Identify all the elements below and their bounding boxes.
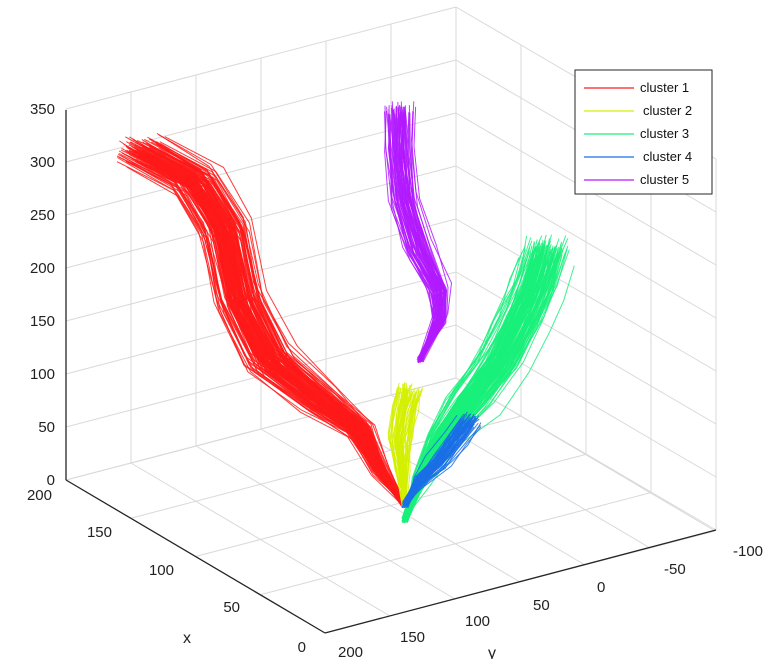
- z-tick-label: 50: [38, 419, 55, 436]
- legend-entry: cluster 1: [584, 80, 689, 95]
- legend-label: cluster 3: [640, 126, 689, 141]
- legend: cluster 1 cluster 2 cluster 3 cluster 4 …: [574, 69, 713, 195]
- trajectory-line: [138, 154, 407, 504]
- x-tick-label: 100: [149, 562, 174, 579]
- trajectory-line: [126, 166, 408, 506]
- y-tick-label: -50: [664, 561, 686, 578]
- x-tick-label: 50: [223, 599, 240, 616]
- x-tick-labels: 0 50 100 150 200: [27, 487, 306, 656]
- trajectory-line: [396, 383, 409, 506]
- trajectory-line: [403, 388, 419, 505]
- trajectory-line: [404, 413, 466, 507]
- y-axis-label: y: [488, 645, 496, 659]
- trajectory-line: [164, 136, 408, 508]
- y-tick-label: 50: [533, 597, 550, 614]
- trajectory-line: [119, 156, 404, 503]
- legend-label: cluster 1: [640, 80, 689, 95]
- y-tick-labels: -100 -50 0 50 100 150 200: [338, 543, 763, 659]
- trajectory-line: [405, 416, 465, 504]
- grid-line: [195, 445, 456, 600]
- z-tick-label: 350: [30, 101, 55, 118]
- trajectory-line: [384, 111, 435, 363]
- trajectory-line: [117, 157, 403, 506]
- grid-line: [260, 428, 521, 583]
- trajectory-line: [393, 109, 441, 360]
- trajectory-line: [127, 161, 407, 506]
- legend-box: [574, 69, 713, 195]
- axis-box: [65, 110, 717, 634]
- trajectory-line: [406, 257, 520, 521]
- z-tick-label: 200: [30, 260, 55, 277]
- trajectory-line: [123, 143, 404, 504]
- trajectory-line: [134, 151, 406, 504]
- z-tick-label: 150: [30, 313, 55, 330]
- x-tick-label: 150: [87, 524, 112, 541]
- trajectory-line: [141, 138, 408, 506]
- grid-line: [130, 462, 391, 617]
- trajectory-line: [391, 387, 407, 505]
- legend-entry: cluster 4: [584, 149, 692, 164]
- z-tick-labels: 0 50 100 150 200 250 300 350: [30, 101, 55, 489]
- trajectory-line: [404, 242, 540, 519]
- trajectory-line: [164, 149, 407, 503]
- trajectory-line: [149, 144, 404, 508]
- z-tick-label: 0: [47, 472, 55, 489]
- legend-label: cluster 5: [640, 172, 689, 187]
- y-tick-label: 100: [465, 613, 490, 630]
- trajectory-line: [401, 395, 419, 503]
- y-tick-label: 200: [338, 644, 363, 659]
- trajectory-line: [413, 106, 449, 363]
- trajectory-line: [148, 158, 407, 504]
- trajectory-line: [116, 161, 405, 508]
- trajectory-line: [405, 394, 415, 503]
- trajectory-line: [402, 426, 482, 504]
- z-tick-label: 100: [30, 366, 55, 383]
- x-axis-line: [65, 479, 326, 634]
- trajectory-line: [395, 382, 407, 504]
- trajectory-line: [156, 144, 404, 508]
- trajectories: [116, 101, 575, 524]
- trajectory-line: [406, 390, 421, 504]
- trajectory-line: [158, 147, 408, 504]
- trajectory-line: [158, 134, 406, 503]
- y-tick-label: 150: [400, 629, 425, 646]
- grid-line: [455, 377, 716, 532]
- y-axis-line: [324, 529, 717, 634]
- legend-entry: cluster 2: [584, 103, 692, 118]
- legend-entry: cluster 3: [584, 126, 689, 141]
- trajectory-line: [403, 246, 537, 522]
- z-tick-label: 300: [30, 154, 55, 171]
- trajectory-line: [387, 113, 434, 362]
- x-tick-label: 200: [27, 487, 52, 504]
- z-tick-label: 250: [30, 207, 55, 224]
- y-tick-label: 0: [597, 579, 605, 596]
- trajectory-line: [405, 424, 475, 508]
- legend-label: cluster 4: [643, 149, 692, 164]
- legend-entry: cluster 5: [584, 172, 689, 187]
- legend-label: cluster 2: [643, 103, 692, 118]
- trajectory-line: [401, 112, 443, 363]
- trajectory-line: [403, 413, 472, 506]
- trajectory-line: [392, 387, 403, 506]
- x-tick-label: 0: [298, 639, 306, 656]
- trajectory-line: [405, 419, 471, 505]
- trajectory-line: [402, 416, 463, 508]
- y-tick-label: -100: [733, 543, 763, 560]
- x-axis-label: x: [183, 630, 191, 647]
